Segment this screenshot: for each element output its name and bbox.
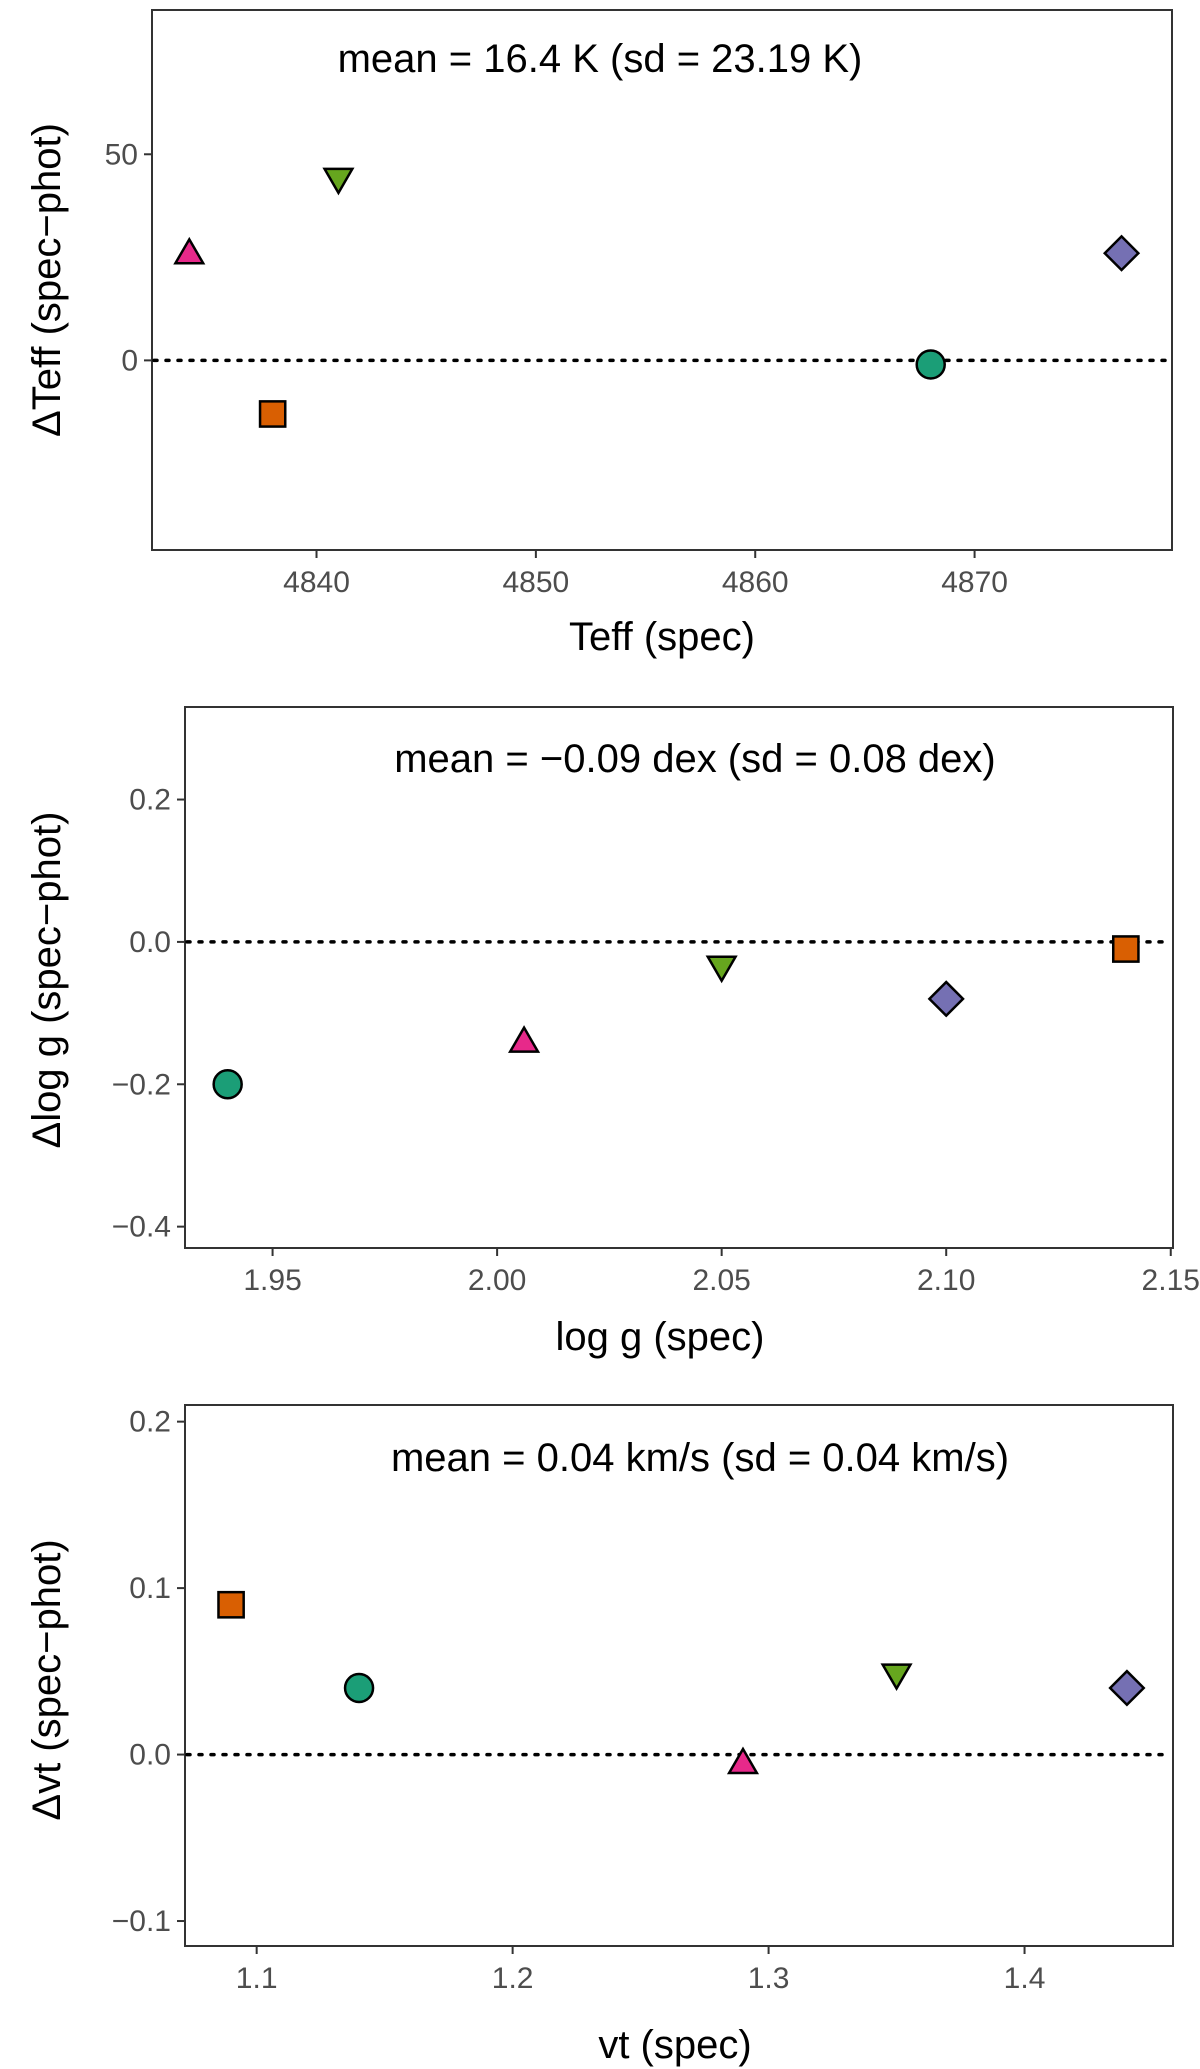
panel-vt-x-tick-label: 1.3 xyxy=(748,1962,790,1995)
panel-teff-x-title: Teff (spec) xyxy=(569,615,755,659)
panel-logg-x-tick-label: 2.00 xyxy=(468,1264,526,1297)
panel-teff-ticks: 4840 4850 4860 4870 0 50 xyxy=(105,138,1008,599)
panel-vt-x-tick-label: 1.2 xyxy=(492,1962,534,1995)
panel-vt-x-tick-label: 1.4 xyxy=(1004,1962,1046,1995)
panel-vt-frame xyxy=(184,1404,1174,1947)
panel-logg-y-tick-label: 0.0 xyxy=(129,926,171,959)
panel-logg-annotation: mean = −0.09 dex (sd = 0.08 dex) xyxy=(394,737,996,781)
panel-teff-point-square xyxy=(258,400,287,428)
panel-teff-y-title: ΔTeff (spec−phot) xyxy=(25,123,69,437)
panel-teff: 4840 4850 4860 4870 0 50 mean = 16.4 K (sd = … xyxy=(25,9,1173,659)
panel-vt-ticks: 1.1 1.2 1.3 1.4 −0.1 0.0 0.1 0.2 xyxy=(112,1406,1046,1995)
panel-vt-point-square xyxy=(217,1590,245,1619)
panel-logg-x-tick-label: 1.95 xyxy=(243,1264,301,1297)
panel-logg-x-tick-label: 2.15 xyxy=(1142,1264,1200,1297)
panel-logg-x-tick-label: 2.10 xyxy=(917,1264,975,1297)
panel-logg-y-tick-label: −0.4 xyxy=(112,1211,171,1244)
panel-teff-point-diamond xyxy=(1102,234,1141,272)
panel-teff-frame xyxy=(151,9,1173,551)
panel-logg: 1.95 2.00 2.05 2.10 2.15 −0.4 −0.2 0.0 0.2 mean … xyxy=(25,706,1200,1359)
panel-vt-point-diamond xyxy=(1108,1669,1146,1707)
panel-teff-y-tick-label: 0 xyxy=(121,344,138,377)
panel-logg-x-title: log g (spec) xyxy=(556,1315,765,1359)
panel-logg-points xyxy=(212,935,1140,1100)
panel-vt-point-circle xyxy=(343,1672,375,1704)
panel-vt-y-tick-label: 0.0 xyxy=(129,1739,171,1772)
panel-logg-x-tick-label: 2.05 xyxy=(692,1264,750,1297)
panel-vt-point-triangle-up xyxy=(726,1746,760,1775)
panel-logg-y-title: Δlog g (spec−phot) xyxy=(25,812,69,1149)
panel-vt-x-title: vt (spec) xyxy=(598,2023,751,2067)
panel-vt-point-triangle-down xyxy=(880,1663,913,1692)
panel-vt-y-title: Δvt (spec−phot) xyxy=(25,1539,69,1820)
panel-vt-y-tick-label: 0.1 xyxy=(129,1572,171,1605)
panel-logg-point-square xyxy=(1111,935,1140,963)
panel-teff-point-triangle-up xyxy=(173,236,206,265)
panel-logg-point-triangle-up xyxy=(508,1025,541,1053)
panel-teff-x-tick-label: 4870 xyxy=(941,566,1008,599)
panel-logg-point-diamond xyxy=(927,980,965,1018)
panel-vt-y-tick-label: 0.2 xyxy=(129,1406,171,1439)
panel-teff-x-tick-label: 4860 xyxy=(722,566,789,599)
panel-teff-x-tick-label: 4850 xyxy=(502,566,569,599)
panel-vt-y-tick-label: −0.1 xyxy=(112,1905,171,1938)
panel-vt-points xyxy=(217,1590,1146,1775)
panel-vt-x-tick-label: 1.1 xyxy=(236,1962,278,1995)
panel-vt-annotation: mean = 0.04 km/s (sd = 0.04 km/s) xyxy=(391,1436,1009,1480)
panel-logg-y-tick-label: 0.2 xyxy=(129,784,171,817)
panel-logg-frame xyxy=(184,706,1174,1249)
panel-logg-ticks: 1.95 2.00 2.05 2.10 2.15 −0.4 −0.2 0.0 0.2 xyxy=(112,784,1200,1297)
panel-logg-point-circle xyxy=(212,1069,243,1100)
panel-teff-x-tick-label: 4840 xyxy=(283,566,350,599)
panel-teff-y-tick-label: 50 xyxy=(105,138,138,171)
panel-teff-point-triangle-down xyxy=(322,167,355,196)
panel-vt: 1.1 1.2 1.3 1.4 −0.1 0.0 0.1 0.2 mean = 0.04 km… xyxy=(25,1404,1174,2067)
panel-logg-point-triangle-down xyxy=(705,955,738,984)
panel-teff-points xyxy=(173,167,1141,428)
panel-teff-point-circle xyxy=(915,349,946,380)
panel-teff-annotation: mean = 16.4 K (sd = 23.19 K) xyxy=(338,37,863,81)
panel-logg-y-tick-label: −0.2 xyxy=(112,1068,171,1101)
